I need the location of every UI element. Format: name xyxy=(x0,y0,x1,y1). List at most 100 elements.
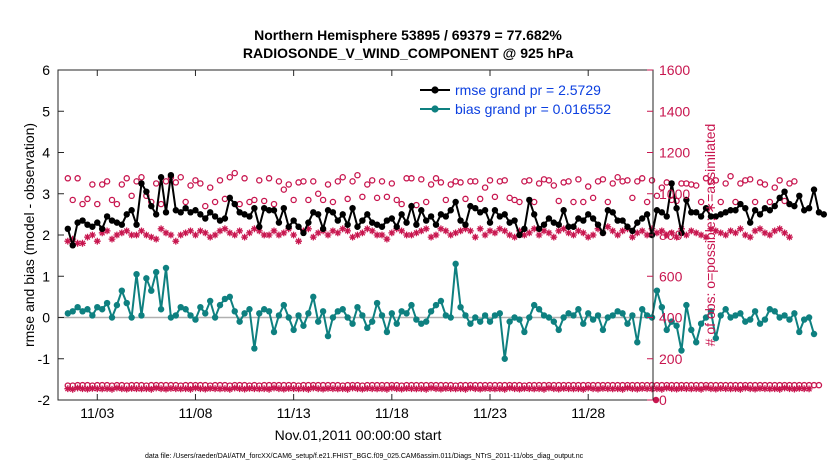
bias-point xyxy=(702,314,710,321)
rmse-point xyxy=(437,211,445,218)
assimilated-obs-low-point xyxy=(255,385,263,393)
assimilated-obs-low-point xyxy=(133,385,140,393)
assimilated-obs-point xyxy=(707,225,715,233)
plot-area xyxy=(58,169,828,404)
possible-obs-point xyxy=(486,177,494,184)
rmse-point xyxy=(211,213,219,220)
rmse-point xyxy=(364,211,371,218)
assimilated-obs-point xyxy=(108,235,116,243)
bias-point xyxy=(604,314,612,321)
y2-tick-label: 1200 xyxy=(659,145,690,161)
rmse-point xyxy=(589,215,597,222)
assimilated-obs-point xyxy=(241,233,248,241)
possible-obs-point xyxy=(776,177,783,184)
possible-obs-point xyxy=(737,180,744,187)
bias-point xyxy=(638,306,646,313)
possible-obs-point xyxy=(629,194,636,202)
bias-point xyxy=(403,310,410,317)
bias-point xyxy=(447,314,454,321)
possible-obs-point xyxy=(192,177,199,184)
bias-point xyxy=(619,310,626,317)
rmse-point xyxy=(594,221,602,228)
bias-point xyxy=(663,326,670,334)
assimilated-obs-low-point xyxy=(295,385,302,393)
assimilated-obs-point xyxy=(781,229,788,237)
bias-point xyxy=(152,268,160,276)
bias-point xyxy=(481,312,489,319)
bias-point xyxy=(290,326,297,334)
bias-point xyxy=(791,310,798,317)
assimilated-obs-low-point xyxy=(349,384,356,392)
rmse-point xyxy=(472,204,479,212)
bias-point xyxy=(801,316,808,323)
bias-point xyxy=(260,306,268,313)
assimilated-obs-low-point xyxy=(643,385,651,393)
assimilated-obs-low-point xyxy=(147,385,155,393)
possible-obs-point xyxy=(427,181,435,188)
rmse-point xyxy=(388,215,396,222)
bias-point xyxy=(472,314,479,321)
rmse-point xyxy=(467,202,474,210)
rmse-point xyxy=(344,221,351,228)
assimilated-obs-low-point xyxy=(751,385,759,393)
assimilated-obs-low-point xyxy=(427,384,435,392)
assimilated-obs-low-point xyxy=(619,385,626,393)
possible-obs-point xyxy=(285,181,292,188)
rmse-point xyxy=(206,209,214,216)
rmse-point xyxy=(354,223,361,230)
y2-tick-label: 800 xyxy=(659,227,683,243)
rmse-point xyxy=(251,204,258,212)
assimilated-obs-low-point xyxy=(761,385,769,393)
possible-obs-point xyxy=(771,184,778,191)
rmse-point xyxy=(815,209,823,216)
bias-point xyxy=(418,320,425,327)
assimilated-obs-low-point xyxy=(776,385,784,393)
y-tick-label: 0 xyxy=(42,310,50,326)
assimilated-obs-point xyxy=(270,227,278,235)
bias-point xyxy=(305,310,312,317)
rmse-point xyxy=(314,211,322,218)
rmse-point xyxy=(526,196,533,204)
assimilated-obs-low-point xyxy=(354,385,361,393)
possible-obs-point xyxy=(418,176,425,183)
bias-point xyxy=(521,328,528,336)
assimilated-obs-low-point xyxy=(314,385,322,393)
assimilated-obs-point xyxy=(363,225,371,233)
assimilated-obs-low-point xyxy=(633,385,641,393)
bias-point xyxy=(300,322,307,329)
assimilated-obs-point xyxy=(633,229,641,237)
x-tick-label: 11/18 xyxy=(375,405,409,421)
assimilated-obs-low-point xyxy=(795,385,803,392)
possible-obs-point xyxy=(634,178,641,185)
possible-obs-point xyxy=(310,178,317,185)
rmse-point xyxy=(408,202,415,210)
assimilated-obs-low-point xyxy=(69,385,77,393)
x-tick-label: 11/28 xyxy=(571,405,605,421)
rmse-point xyxy=(638,215,646,222)
legend: rmse grand pr = 2.5729 bias grand pr = 0… xyxy=(420,82,611,117)
assimilated-obs-low-point xyxy=(521,385,528,392)
rmse-point xyxy=(673,204,680,212)
bias-point xyxy=(589,316,597,323)
possible-obs-point xyxy=(501,177,508,184)
assimilated-obs-low-point xyxy=(516,385,523,393)
assimilated-obs-point xyxy=(388,229,396,237)
assimilated-obs-low-point xyxy=(138,385,145,393)
rmse-point xyxy=(570,223,577,230)
rmse-point xyxy=(373,221,381,228)
assimilated-obs-point xyxy=(172,237,180,245)
assimilated-obs-point xyxy=(246,229,253,237)
possible-obs-point xyxy=(339,173,346,181)
possible-obs-point xyxy=(422,198,430,206)
assimilated-obs-point xyxy=(167,231,175,239)
assimilated-obs-low-point xyxy=(182,385,189,393)
assimilated-obs-low-point xyxy=(457,385,464,393)
assimilated-obs-low-point xyxy=(692,385,700,393)
possible-obs-point xyxy=(226,173,234,181)
bias-point xyxy=(133,270,140,278)
rmse-point xyxy=(339,211,346,218)
rmse-point xyxy=(619,217,626,224)
assimilated-obs-low-point xyxy=(216,385,224,393)
y-tick-label: 5 xyxy=(42,103,50,119)
assimilated-obs-point xyxy=(133,231,140,239)
